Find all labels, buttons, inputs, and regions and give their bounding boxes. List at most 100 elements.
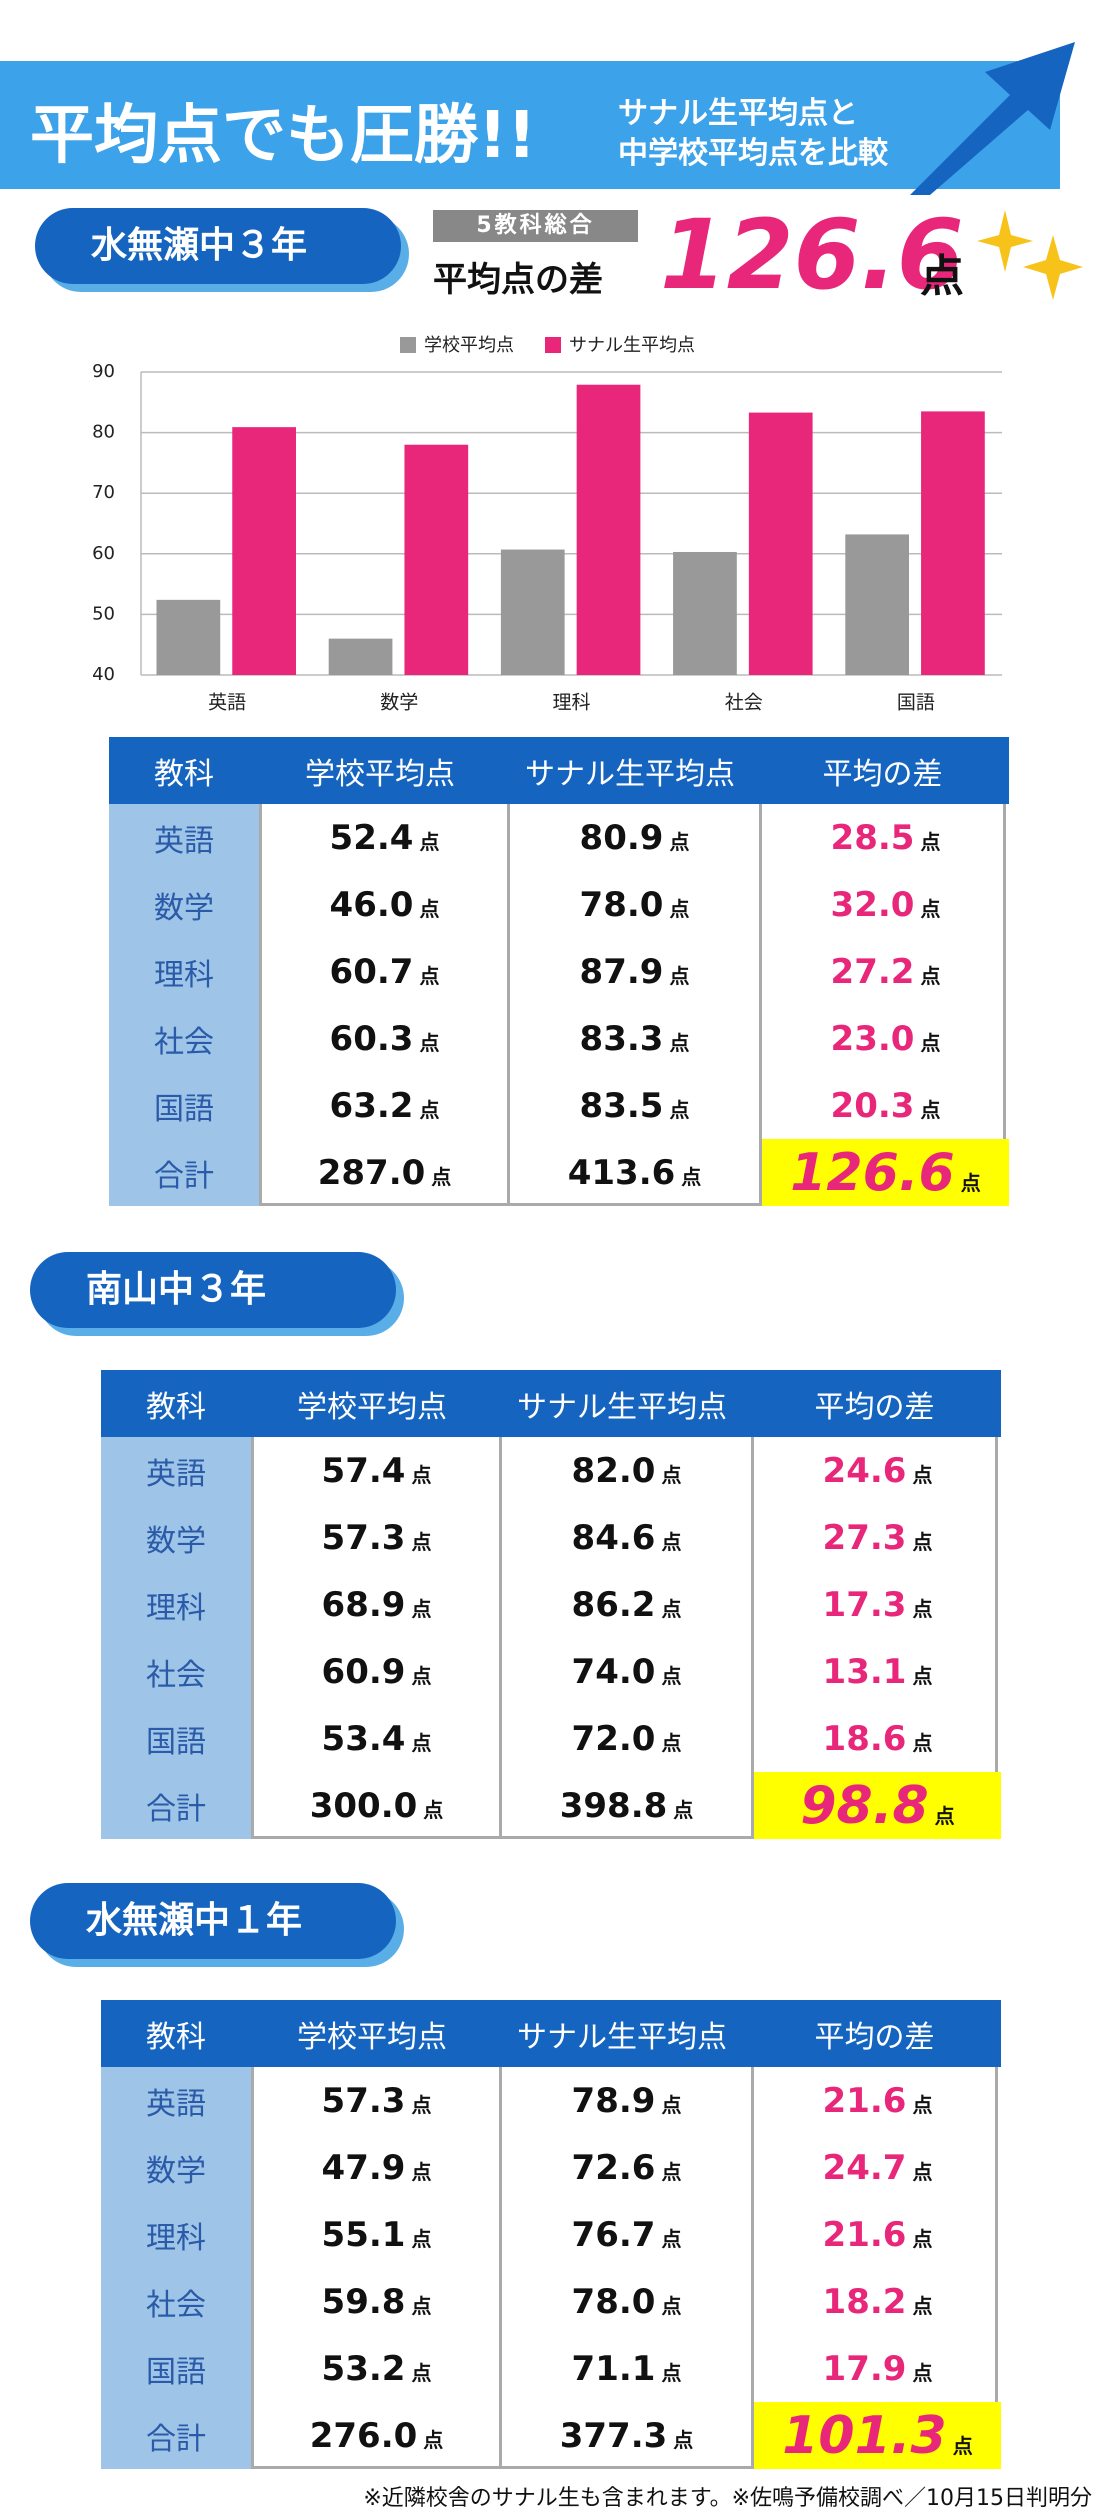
diff-cell: 98.8 点: [751, 1772, 1001, 1839]
unit: 点: [912, 1664, 933, 1688]
unit: 点: [423, 1798, 444, 1822]
legend-label: サナル生平均点: [569, 335, 695, 356]
score-value: 83.5: [579, 1086, 664, 1126]
unit: 点: [411, 2160, 432, 2184]
score-cell: 87.9 点: [507, 938, 759, 1005]
diff-value: 32.0: [830, 885, 915, 925]
score-cell: 78.0 点: [499, 2268, 751, 2335]
unit: 点: [661, 2361, 682, 2385]
section-label: 水無瀬中１年: [30, 1883, 396, 1959]
subject-cell: 数学: [101, 1504, 251, 1571]
subtitle: 中学校平均点を比較: [618, 136, 888, 171]
unit: 点: [419, 830, 440, 854]
diff-value: 24.6: [822, 1451, 907, 1491]
score-cell: 57.3 点: [251, 2067, 499, 2134]
score-cell: 46.0 点: [259, 871, 507, 938]
diff-value: 20.3: [830, 1086, 915, 1126]
diff-cell: 21.6 点: [751, 2067, 1001, 2134]
unit: 点: [661, 1664, 682, 1688]
unit: 点: [912, 2160, 933, 2184]
score-value: 57.3: [321, 2081, 406, 2121]
unit: 点: [661, 2294, 682, 2318]
sparkle-icon: [977, 210, 1083, 300]
diff-cell: 23.0 点: [759, 1005, 1009, 1072]
subject-cell: 数学: [109, 871, 259, 938]
unit: 点: [661, 2093, 682, 2117]
diff-cell: 17.9 点: [751, 2335, 1001, 2402]
score-value: 72.6: [571, 2148, 656, 2188]
diff-cell: 17.3 点: [751, 1571, 1001, 1638]
unit: 点: [661, 1463, 682, 1487]
score-value: 63.2: [329, 1086, 414, 1126]
subject-cell: 国語: [101, 2335, 251, 2402]
unit: 点: [419, 964, 440, 988]
bar: [328, 638, 393, 675]
unit: 点: [673, 2428, 694, 2452]
subject-cell: 理科: [109, 938, 259, 1005]
score-value: 46.0: [329, 885, 414, 925]
subject-cell: 英語: [101, 2067, 251, 2134]
header-cell: 学校平均点: [248, 2000, 496, 2067]
score-cell: 300.0 点: [251, 1772, 499, 1839]
unit: 点: [912, 1597, 933, 1621]
header-cell: サナル生平均点: [496, 1370, 748, 1437]
score-value: 60.7: [329, 952, 414, 992]
subject-cell: 英語: [109, 804, 259, 871]
score-cell: 60.7 点: [259, 938, 507, 1005]
diff-value: 17.3: [822, 1585, 907, 1625]
score-value: 57.4: [321, 1451, 406, 1491]
score-cell: 74.0 点: [499, 1638, 751, 1705]
diff-cell: 27.2 点: [759, 938, 1009, 1005]
score-cell: 72.6 点: [499, 2134, 751, 2201]
legend-swatch: [545, 337, 561, 353]
diff-value: 27.2: [830, 952, 915, 992]
score-cell: 68.9 点: [251, 1571, 499, 1638]
unit: 点: [661, 1597, 682, 1621]
subject-cell: 理科: [101, 1571, 251, 1638]
subject-cell: 数学: [101, 2134, 251, 2201]
score-value: 76.7: [571, 2215, 656, 2255]
diff-cell: 21.6 点: [751, 2201, 1001, 2268]
unit: 点: [669, 830, 690, 854]
bar: [404, 444, 469, 675]
score-value: 78.0: [571, 2282, 656, 2322]
diff-value: 18.6: [822, 1719, 907, 1759]
diff-cell: 18.6 点: [751, 1705, 1001, 1772]
header-banner: [0, 61, 1060, 189]
score-table: 教科 学校平均点 サナル生平均点 平均の差 英語 57.3 点 78.9 点 21.6 点数学 47.…: [101, 2000, 1001, 2469]
diff-value: 13.1: [822, 1652, 907, 1692]
score-cell: 60.3 点: [259, 1005, 507, 1072]
score-value: 300.0: [309, 1786, 418, 1826]
unit: 点: [920, 830, 941, 854]
header-cell: 教科: [101, 1370, 251, 1437]
diff-value: 23.0: [830, 1019, 915, 1059]
unit: 点: [912, 1731, 933, 1755]
bar: [232, 427, 296, 675]
unit: 点: [673, 1798, 694, 1822]
unit: 点: [912, 2294, 933, 2318]
diff-value: 17.9: [822, 2349, 907, 2389]
unit: 点: [912, 2093, 933, 2117]
x-tick-label: 英語: [208, 692, 246, 714]
diff-value: 24.7: [822, 2148, 907, 2188]
unit: 点: [661, 2160, 682, 2184]
score-value: 57.3: [321, 1518, 406, 1558]
unit: 点: [411, 1597, 432, 1621]
legend-label: 学校平均点: [424, 335, 514, 356]
y-tick-label: 50: [92, 603, 115, 624]
header-cell: 平均の差: [748, 1370, 1001, 1437]
score-cell: 63.2 点: [259, 1072, 507, 1139]
score-cell: 86.2 点: [499, 1571, 751, 1638]
unit: 点: [920, 1098, 941, 1122]
x-tick-label: 数学: [380, 692, 418, 714]
score-cell: 82.0 点: [499, 1437, 751, 1504]
arrow-icon: [910, 42, 1075, 195]
score-cell: 287.0 点: [259, 1139, 507, 1206]
score-value: 60.3: [329, 1019, 414, 1059]
y-tick-label: 70: [92, 482, 115, 503]
score-value: 59.8: [321, 2282, 406, 2322]
subject-cell: 社会: [109, 1005, 259, 1072]
score-cell: 57.4 点: [251, 1437, 499, 1504]
